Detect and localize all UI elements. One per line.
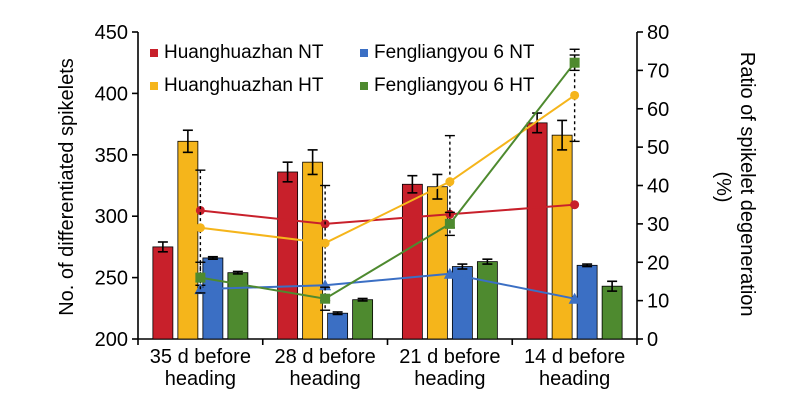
line-point	[195, 205, 205, 215]
y-right-tick-label: 0	[647, 329, 658, 351]
y-axis-right-title-line-1: Ratio of spikelet degeneration	[736, 52, 758, 317]
bar	[177, 140, 199, 340]
legend-swatch	[150, 82, 158, 90]
line-point	[444, 218, 455, 229]
bar	[327, 312, 349, 340]
y-right-tick-label: 60	[647, 99, 669, 121]
legend-swatch	[360, 82, 368, 90]
y-right-tick-label: 30	[647, 214, 669, 236]
bar	[152, 246, 174, 340]
y-axis-left-title: No. of differentiated spikelets	[56, 58, 78, 316]
line-point	[445, 177, 455, 187]
bar	[302, 161, 324, 340]
x-tick-label-line: 28 d before	[275, 346, 376, 368]
x-tick-label-line: heading	[290, 368, 361, 390]
x-tick-label-line: heading	[539, 368, 610, 390]
legend: Huanghuazhan NT Fengliangyou 6 NT Huanghua…	[150, 42, 535, 96]
series-line	[200, 94, 576, 245]
bar	[601, 285, 623, 340]
bar	[277, 171, 299, 340]
axes: 200 250 300 350 400 450 0 10 20 30 40 50 60 70 80 35 d …	[95, 22, 670, 390]
series-line	[200, 203, 575, 225]
y-left-tick-label: 300	[95, 206, 128, 228]
line-point	[570, 90, 580, 100]
x-tick-label: 14 d before heading	[524, 346, 625, 390]
y-right-tick-label: 80	[647, 22, 669, 44]
line-point	[443, 267, 456, 279]
y-axis-right-title-line-2: (%)	[712, 171, 734, 202]
y-axis-right-title: Ratio of spikelet degeneration (%)	[712, 52, 758, 322]
bar-layer	[152, 112, 623, 340]
bar	[576, 264, 598, 340]
x-tick-label-line: heading	[165, 368, 236, 390]
y-left-tick-label: 400	[95, 83, 128, 105]
bar	[426, 186, 448, 340]
line-point	[568, 292, 581, 304]
series-line	[200, 62, 576, 300]
y-right-tick-label: 40	[647, 176, 669, 198]
x-tick-label-line: 35 d before	[150, 346, 251, 368]
y-right-tick-label: 70	[647, 60, 669, 82]
y-right-tick-label: 10	[647, 291, 669, 313]
y-left-tick-label: 250	[95, 268, 128, 290]
y-left-tick-label: 200	[95, 329, 128, 351]
line-point	[195, 223, 205, 233]
x-tick-label-line: 14 d before	[524, 346, 625, 368]
y-left-tick-label: 450	[95, 22, 128, 44]
line-point	[320, 238, 330, 248]
y-right-tick-label: 50	[647, 137, 669, 159]
x-tick-label: 28 d before heading	[275, 346, 376, 390]
legend-swatch	[150, 49, 158, 57]
legend-label: Huanghuazhan NT	[164, 42, 324, 63]
line-point	[569, 57, 580, 68]
bar	[551, 134, 573, 340]
bar	[476, 261, 498, 340]
x-tick-label-line: heading	[414, 368, 485, 390]
line-point	[570, 200, 580, 210]
bar	[526, 122, 548, 340]
line-layer	[194, 48, 581, 311]
line-point	[320, 293, 331, 304]
y-right-tick-label: 20	[647, 252, 669, 274]
line-point	[195, 272, 206, 283]
x-tick-label: 21 d before heading	[399, 346, 500, 390]
legend-label: Fengliangyou 6 NT	[374, 42, 535, 63]
x-tick-label-line: 21 d before	[399, 346, 500, 368]
x-tick-label: 35 d before heading	[150, 346, 251, 390]
bar	[202, 257, 224, 340]
bar	[352, 299, 374, 340]
legend-swatch	[360, 49, 368, 57]
legend-label: Huanghuazhan HT	[164, 75, 324, 96]
legend-label: Fengliangyou 6 HT	[374, 75, 535, 96]
y-left-tick-label: 350	[95, 145, 128, 167]
bar	[401, 183, 423, 340]
